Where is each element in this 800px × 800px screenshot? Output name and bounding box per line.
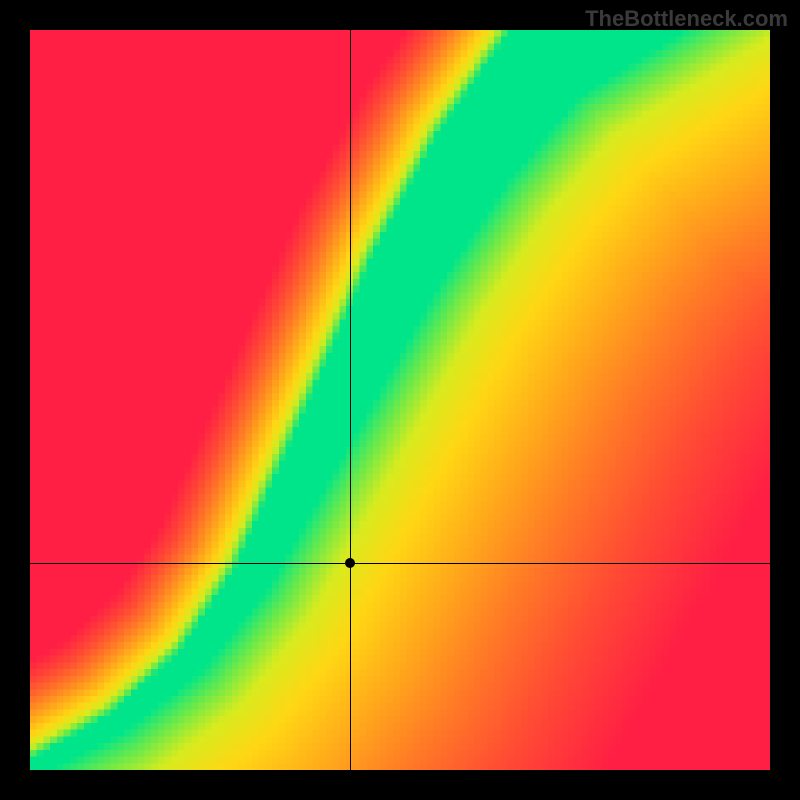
crosshair-vertical <box>350 30 351 770</box>
heatmap-canvas <box>30 30 770 770</box>
watermark-text: TheBottleneck.com <box>585 6 788 32</box>
crosshair-marker-dot <box>345 558 355 568</box>
crosshair-horizontal <box>30 563 770 564</box>
plot-area <box>30 30 770 770</box>
